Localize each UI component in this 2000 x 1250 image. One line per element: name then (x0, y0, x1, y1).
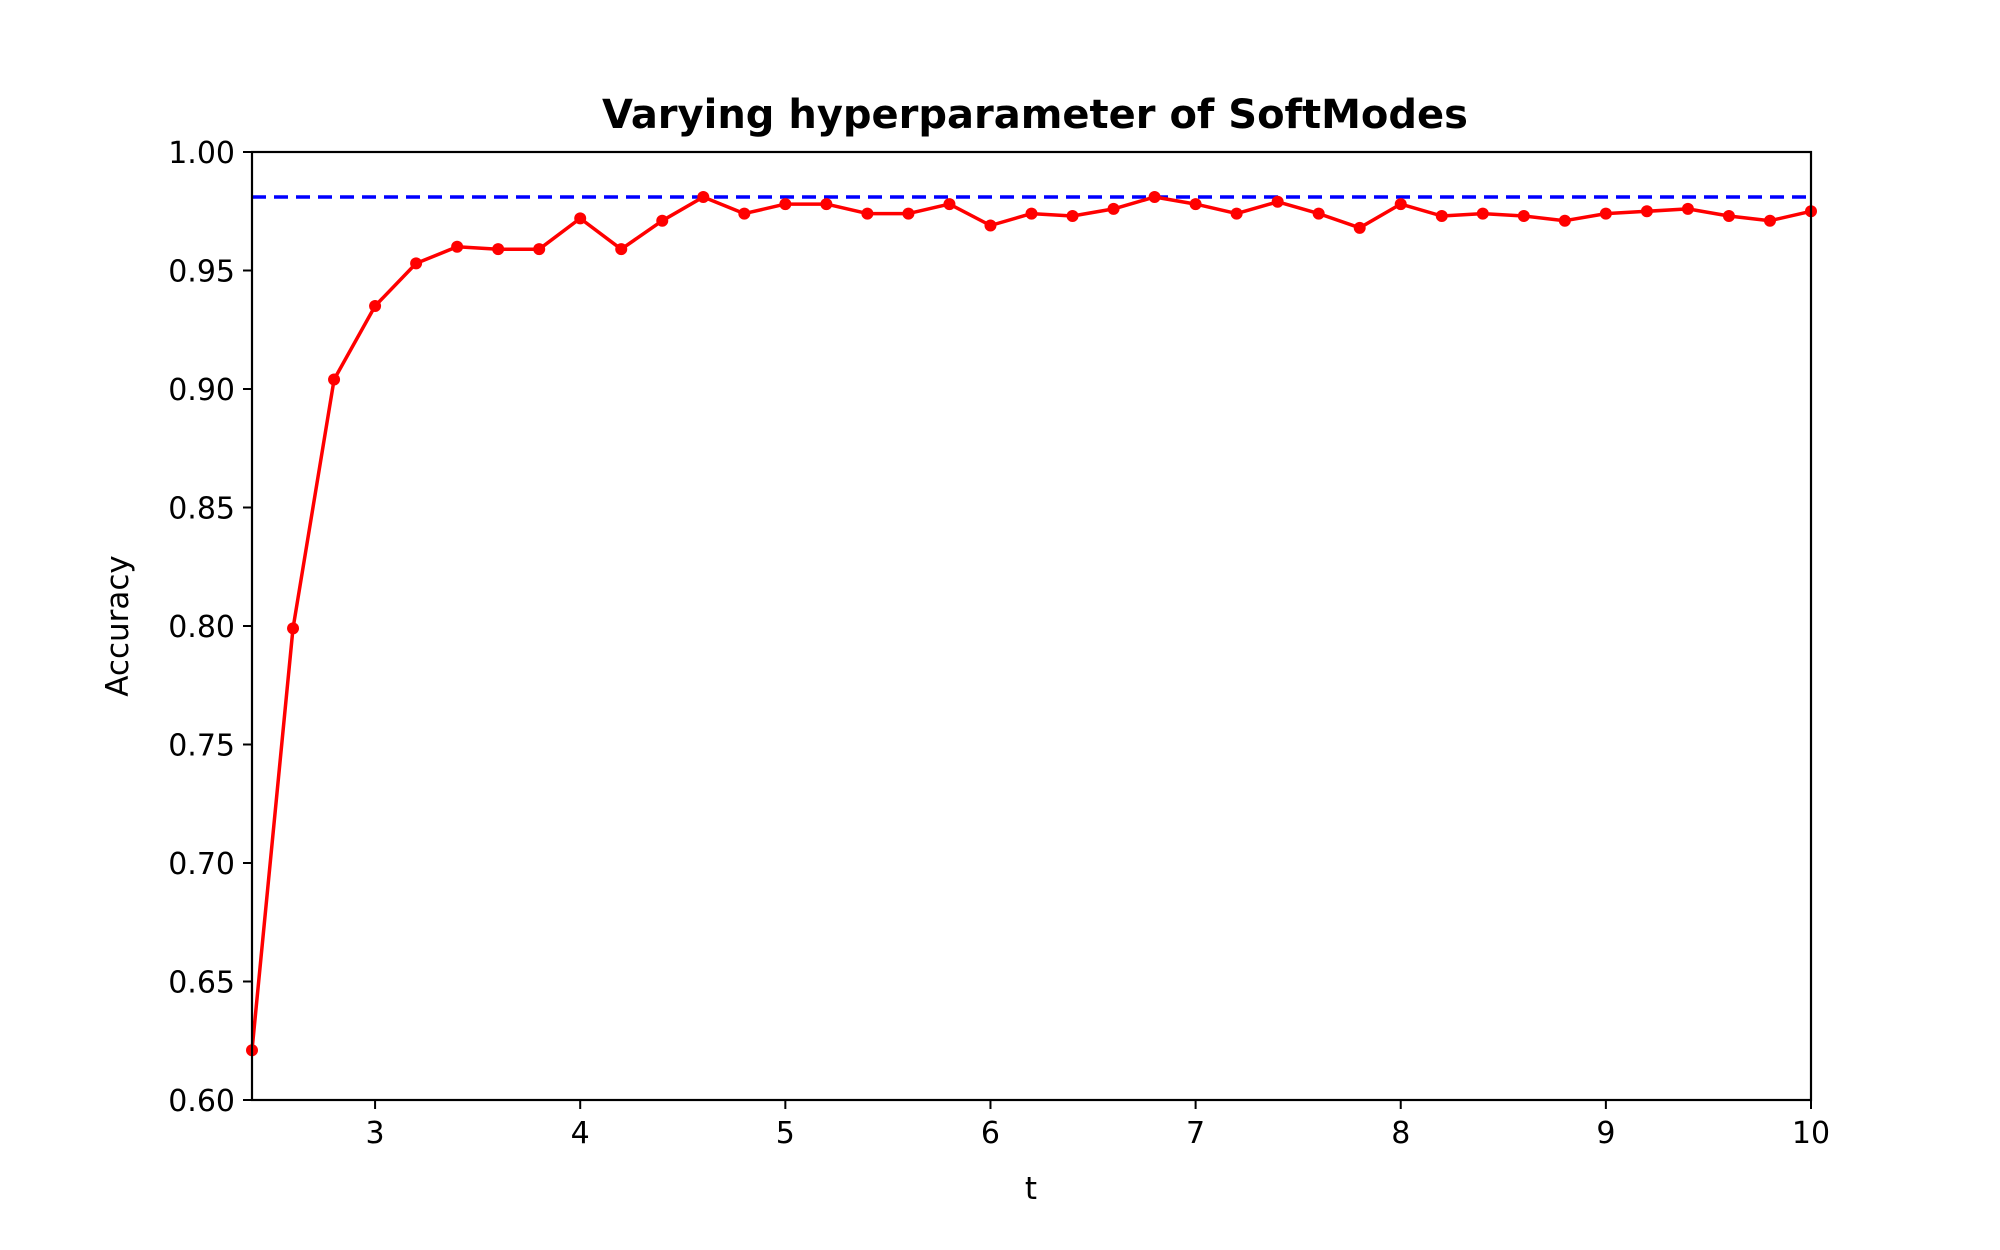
x-axis: 3 4 5 6 7 8 9 10 (366, 1100, 1830, 1151)
data-point (451, 240, 464, 253)
x-tick-label: 10 (1792, 1116, 1830, 1151)
y-tick-label: 1.00 (168, 136, 235, 171)
x-tick-label: 4 (571, 1116, 590, 1151)
data-point (1435, 209, 1448, 222)
data-point (656, 214, 669, 227)
y-tick-label: 0.95 (168, 255, 235, 290)
data-point (1517, 209, 1530, 222)
data-point (574, 212, 587, 225)
data-point (1230, 207, 1243, 220)
data-point (1681, 202, 1694, 215)
y-axis: 0.60 0.65 0.70 0.75 0.80 0.85 0.90 0.95 1.00 (168, 136, 252, 1119)
y-axis-label: Accuracy (100, 555, 136, 697)
data-point (1353, 221, 1366, 234)
data-point (697, 191, 710, 204)
data-point (738, 207, 751, 220)
data-point (533, 243, 546, 256)
data-point (492, 243, 505, 256)
data-point (1763, 214, 1776, 227)
data-point (943, 198, 956, 211)
x-tick-label: 3 (366, 1116, 385, 1151)
y-tick-label: 0.65 (168, 966, 235, 1001)
data-point (287, 622, 300, 635)
x-tick-label: 8 (1391, 1116, 1410, 1151)
data-point (1394, 198, 1407, 211)
data-point (984, 219, 997, 232)
data-point (1066, 209, 1079, 222)
data-point (1722, 209, 1735, 222)
y-tick-label: 0.90 (168, 373, 235, 408)
data-point (410, 257, 423, 270)
data-point (861, 207, 874, 220)
data-point (820, 198, 833, 211)
data-point (1476, 207, 1489, 220)
data-point (1025, 207, 1038, 220)
data-point (1312, 207, 1325, 220)
data-point (1148, 191, 1161, 204)
data-point (1599, 207, 1612, 220)
x-tick-label: 7 (1186, 1116, 1205, 1151)
x-tick-label: 9 (1596, 1116, 1615, 1151)
data-point (369, 300, 382, 313)
data-point (1107, 202, 1120, 215)
y-tick-label: 0.70 (168, 847, 235, 882)
plot-area (246, 191, 1817, 1057)
data-point (1189, 198, 1202, 211)
y-tick-label: 0.85 (168, 492, 235, 527)
data-point (328, 373, 341, 386)
data-point (902, 207, 915, 220)
y-tick-label: 0.75 (168, 729, 235, 764)
y-tick-label: 0.60 (168, 1084, 235, 1119)
data-point (779, 198, 792, 211)
data-point (615, 243, 628, 256)
x-axis-label: t (1025, 1171, 1037, 1207)
data-point (1271, 195, 1284, 208)
data-point (1640, 205, 1653, 218)
data-point (1558, 214, 1571, 227)
x-tick-label: 6 (981, 1116, 1000, 1151)
y-tick-label: 0.80 (168, 610, 235, 645)
chart-title: Varying hyperparameter of SoftModes (602, 92, 1468, 138)
x-tick-label: 5 (776, 1116, 795, 1151)
